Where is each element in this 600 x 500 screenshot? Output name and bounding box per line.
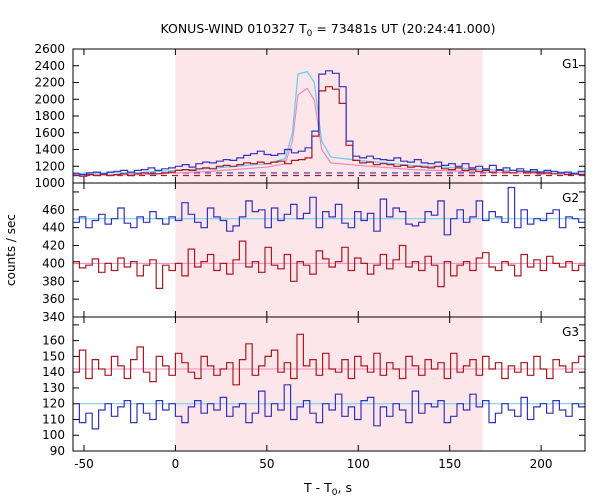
title-main: KONUS-WIND 010327 T — [160, 21, 306, 36]
y-tick-label: 2000 — [34, 92, 65, 106]
y-tick-label: 130 — [42, 381, 65, 395]
xlabel-sub: 0 — [332, 488, 338, 498]
y-tick-label: 360 — [42, 292, 65, 306]
x-tick-label: 50 — [259, 457, 274, 471]
y-tick-label: 2400 — [34, 59, 65, 73]
series-red-histogram — [73, 86, 585, 177]
panels-layer: 100012001400160018002000220024002600G134… — [34, 42, 586, 471]
y-tick-label: 1400 — [34, 143, 65, 157]
chart-title: KONUS-WIND 010327 T0 = 73481s UT (20:24:… — [160, 21, 495, 39]
y-tick-label: 90 — [50, 444, 65, 458]
y-tick-label: 1000 — [34, 176, 65, 190]
series-blue-histogram — [73, 186, 585, 236]
y-tick-label: 460 — [42, 203, 65, 217]
y-axis-label: counts / sec — [4, 214, 18, 286]
series-red-histogram — [73, 333, 585, 386]
x-tick-label: -50 — [74, 457, 94, 471]
x-tick-label: 200 — [530, 457, 553, 471]
title-rest: = 73481s UT (20:24:41.000) — [312, 21, 495, 36]
x-axis-label: T - T0, s — [303, 480, 352, 498]
panel-frame — [72, 316, 586, 452]
y-tick-label: 380 — [42, 274, 65, 288]
xlabel-main: T - T — [303, 480, 332, 495]
fit-curve-red — [72, 87, 586, 176]
y-tick-label: 160 — [42, 334, 65, 348]
y-tick-label: 110 — [42, 412, 65, 426]
y-tick-label: 2200 — [34, 76, 65, 90]
x-tick-label: 0 — [172, 457, 180, 471]
y-tick-label: 1200 — [34, 159, 65, 173]
y-tick-label: 120 — [42, 397, 65, 411]
series-blue-histogram — [73, 70, 585, 176]
y-tick-label: 100 — [42, 428, 65, 442]
y-tick-label: 2600 — [34, 42, 65, 56]
y-tick-label: 440 — [42, 221, 65, 235]
panel-label: G2 — [562, 191, 579, 205]
panel-label: G1 — [562, 57, 579, 71]
y-tick-label: 140 — [42, 365, 65, 379]
y-tick-label: 420 — [42, 239, 65, 253]
y-tick-label: 1600 — [34, 126, 65, 140]
panel-label: G3 — [562, 325, 579, 339]
shaded-interval — [175, 49, 483, 451]
panel-g1: 1000 1200 1400 1600 1800 2000 2200 2400 2600 G1 — [34, 42, 586, 190]
y-tick-label: 150 — [42, 349, 65, 363]
xlabel-rest: , s — [338, 480, 352, 495]
y-tick-label: 1800 — [34, 109, 65, 123]
series-red-histogram — [73, 240, 585, 289]
y-tick-label: 400 — [42, 256, 65, 270]
y-tick-label: 340 — [42, 310, 65, 324]
title-sub: 0 — [307, 29, 313, 39]
x-tick-label: 150 — [438, 457, 461, 471]
x-tick-label: 100 — [347, 457, 370, 471]
series-blue-histogram — [73, 384, 585, 430]
